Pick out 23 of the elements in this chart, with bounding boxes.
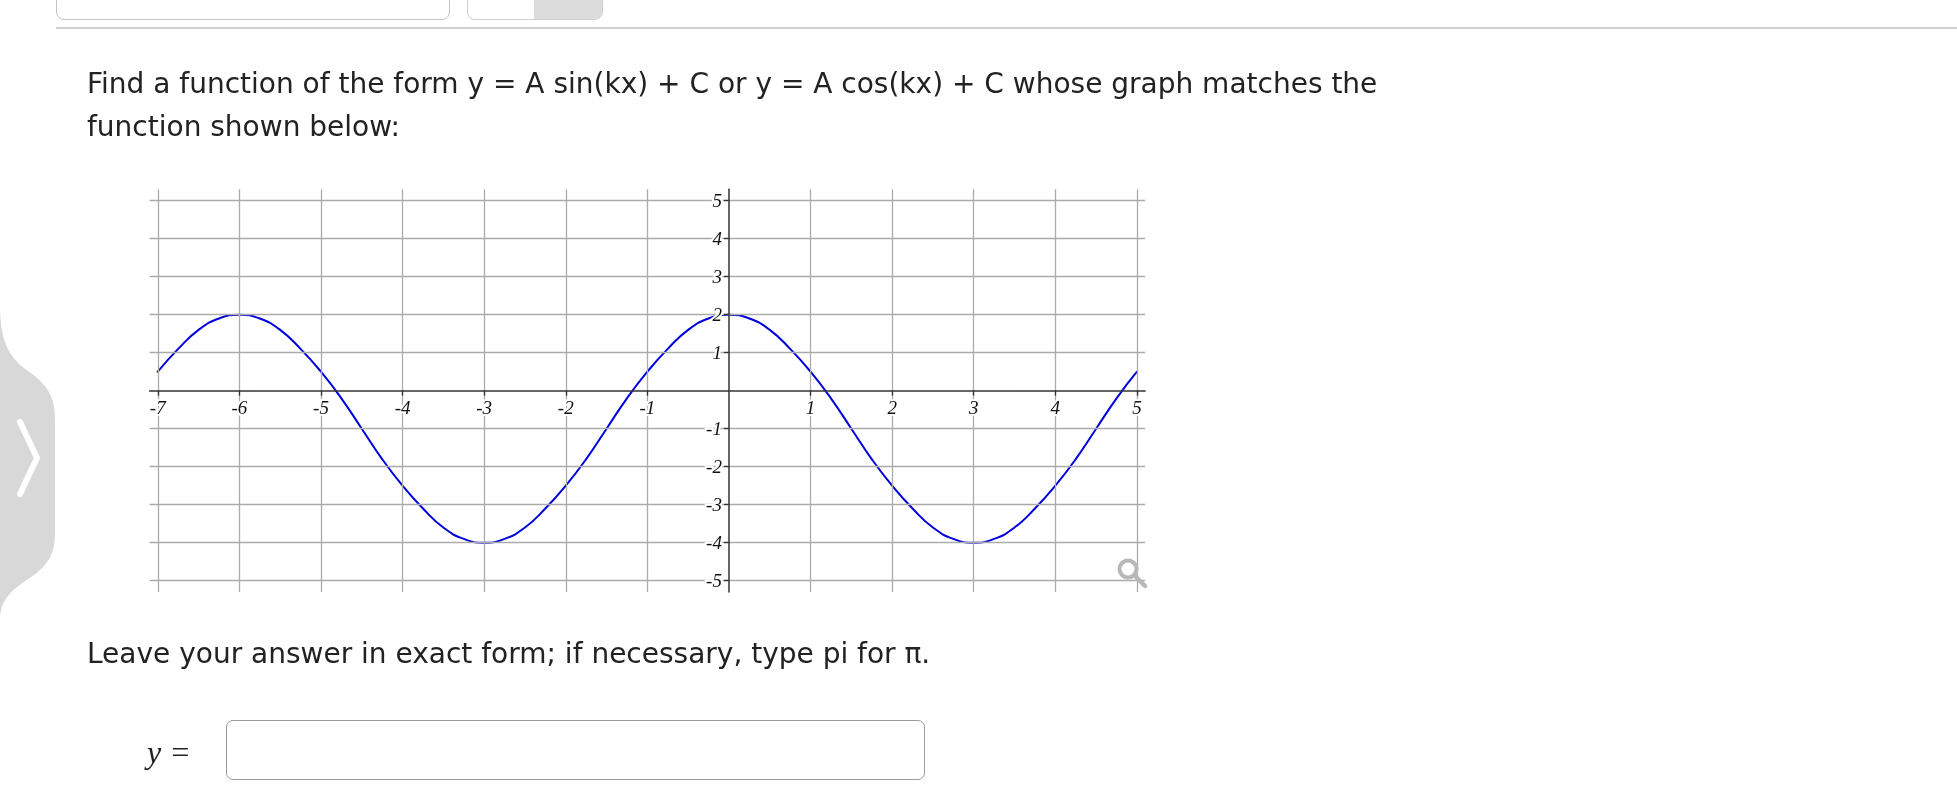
y-tick-label: 3: [711, 266, 722, 288]
x-tick-label: -1: [639, 396, 656, 418]
x-tick-label: 4: [1050, 396, 1061, 418]
x-tick-label: 5: [1132, 396, 1142, 418]
x-tick-label: -3: [476, 396, 493, 418]
x-tick-label: -6: [231, 396, 248, 418]
y-tick-label: -4: [706, 532, 723, 554]
text: Leave your answer in exact form; if necessary, type pi for π.: [87, 636, 931, 672]
x-tick-label: -4: [394, 396, 411, 418]
y-tick-label: -5: [706, 570, 722, 592]
y-tick-label: -1: [706, 418, 722, 440]
y-tick-label: 1: [712, 342, 722, 364]
y-tick-label: 5: [712, 190, 722, 212]
x-tick-label: 1: [805, 396, 816, 418]
y-tick-label: -3: [706, 494, 722, 516]
x-tick-label: -2: [557, 396, 575, 418]
x-tick-label: 3: [967, 396, 979, 418]
x-tick-label: 2: [887, 396, 898, 418]
x-tick-label: -5: [313, 396, 329, 418]
y-tick-label: -2: [706, 456, 723, 478]
chart-title: Find a function of the form y = A sin(kx) + C or y = A cos(kx) + C whose graph matches the function shown below:: [87, 66, 1379, 145]
y-tick-label: 4: [712, 228, 723, 250]
x-tick-label: -7: [149, 396, 168, 418]
